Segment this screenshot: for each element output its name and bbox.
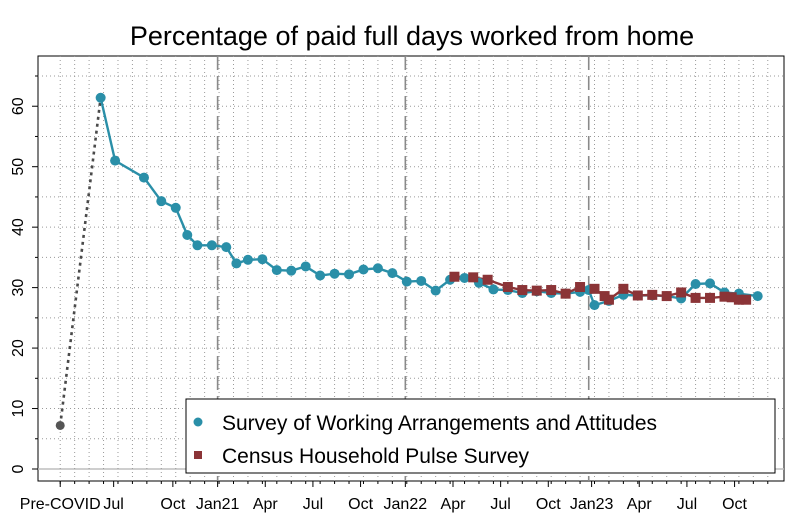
series-2-point xyxy=(575,282,586,293)
series-2-point xyxy=(632,290,643,301)
legend-marker-square xyxy=(194,451,202,459)
series-1-point xyxy=(300,261,311,272)
series-1-point xyxy=(95,92,106,103)
y-tick-label: 40 xyxy=(10,218,27,236)
series-2-point xyxy=(647,289,658,300)
y-tick-label: 50 xyxy=(10,158,27,176)
series-1-point xyxy=(459,272,470,283)
y-tick-label: 0 xyxy=(10,464,27,473)
series-1-point xyxy=(138,172,149,183)
series-2-point xyxy=(449,271,460,282)
x-tick-label: Apr xyxy=(627,496,653,513)
series-2-point xyxy=(502,282,513,293)
x-tick-label: Jul xyxy=(303,496,323,513)
series-1-point xyxy=(372,263,383,274)
precovid-point xyxy=(55,420,65,430)
series-1-point xyxy=(110,155,121,166)
x-tick-label: Apr xyxy=(253,496,279,513)
legend-label: Census Household Pulse Survey xyxy=(222,445,530,468)
series-2-point xyxy=(560,288,571,299)
series-1-point xyxy=(221,242,232,253)
series-2-point xyxy=(719,291,730,302)
grid xyxy=(38,56,784,481)
series-1-point xyxy=(401,276,412,287)
series-2-point xyxy=(733,294,744,305)
event-lines xyxy=(216,56,590,481)
x-tick-label: Jul xyxy=(103,496,123,513)
chart-title: Percentage of paid full days worked from… xyxy=(130,21,694,51)
x-tick-label: Jul xyxy=(677,496,697,513)
series-1-point xyxy=(488,284,499,295)
series-2-point xyxy=(482,274,493,285)
series-1-point xyxy=(358,264,369,275)
legend-box xyxy=(185,398,776,474)
series-1-point xyxy=(344,269,355,280)
series-2-point xyxy=(531,285,542,296)
x-tick-label: Jan21 xyxy=(196,496,240,513)
series-2-point xyxy=(517,285,528,296)
series-2-point xyxy=(589,283,600,294)
legend: Survey of Working Arrangements and Attit… xyxy=(185,398,776,474)
series-2-point xyxy=(676,287,687,298)
series-1-point xyxy=(387,268,398,279)
x-tick-label: Jan22 xyxy=(384,496,428,513)
y-tick-label: 10 xyxy=(10,400,27,418)
precovid-connector xyxy=(58,97,102,426)
series-1-point xyxy=(416,275,427,286)
x-tick-label: Jul xyxy=(490,496,510,513)
x-tick-label: Oct xyxy=(722,496,747,513)
series-1-point xyxy=(690,278,701,289)
series-2-point xyxy=(705,292,716,303)
series-2-point xyxy=(741,294,752,305)
y-tick-label: 20 xyxy=(10,339,27,357)
series-1-point xyxy=(257,254,268,265)
x-tick-label: Pre-COVID xyxy=(20,496,101,513)
series-2-point xyxy=(618,283,629,294)
legend-label: Survey of Working Arrangements and Attit… xyxy=(222,412,657,435)
series-1-point xyxy=(430,285,441,296)
plot-frame xyxy=(37,55,785,482)
series-1-point xyxy=(192,240,203,251)
series-2-point xyxy=(661,291,672,302)
series xyxy=(55,92,763,430)
series-2-point xyxy=(546,285,557,296)
legend-marker-circle xyxy=(193,417,203,427)
series-1-point xyxy=(182,230,193,241)
series-1-point xyxy=(170,202,181,213)
series-1-point xyxy=(315,270,326,281)
series-1-point xyxy=(329,268,340,279)
series-1-point xyxy=(156,196,167,207)
series-1-point xyxy=(242,254,253,265)
series-1-point xyxy=(271,265,282,276)
series-1-point xyxy=(705,278,716,289)
series-1-point xyxy=(752,291,763,302)
y-tick-label: 60 xyxy=(10,97,27,115)
series-2-point xyxy=(603,294,614,305)
series-2-point xyxy=(468,272,479,283)
series-1-point xyxy=(589,300,600,311)
x-tick-label: Oct xyxy=(348,496,373,513)
series-1-point xyxy=(231,258,242,269)
series-2-point xyxy=(690,292,701,303)
series-2-point xyxy=(726,292,737,303)
x-tick-label: Oct xyxy=(160,496,185,513)
y-tick-label: 30 xyxy=(10,279,27,297)
x-tick-label: Oct xyxy=(536,496,561,513)
series-1-point xyxy=(206,240,217,251)
x-tick-label: Jan23 xyxy=(570,496,614,513)
series-line-1 xyxy=(99,97,758,307)
series-1-point xyxy=(286,265,297,276)
x-tick-label: Apr xyxy=(441,496,467,513)
